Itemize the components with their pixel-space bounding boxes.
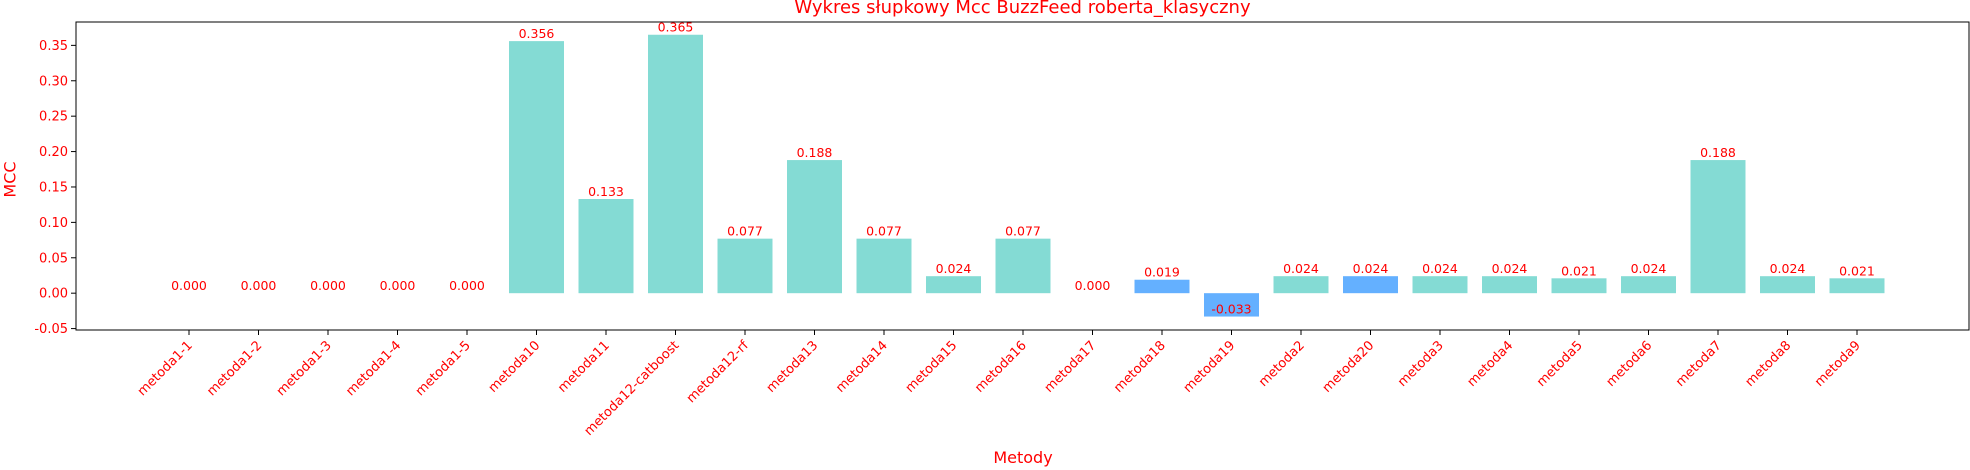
bar (1690, 160, 1746, 294)
y-tick-label: 0.30 (39, 74, 68, 89)
bar-value-label: 0.188 (797, 145, 833, 160)
x-tick-label: metoda18 (1111, 338, 1169, 396)
y-tick-label: 0.35 (39, 39, 68, 54)
bar-value-label: 0.000 (449, 278, 485, 293)
x-tick-label: metoda10 (486, 338, 544, 396)
x-tick-label: metoda3 (1395, 338, 1447, 390)
bar (717, 238, 773, 294)
x-tick-label: metoda12-rf (684, 338, 752, 406)
bar-value-label: 0.000 (171, 278, 207, 293)
bar (1134, 279, 1190, 294)
x-tick-label: metoda4 (1465, 338, 1517, 390)
bar-value-label: 0.024 (1631, 261, 1667, 276)
bar-value-label: 0.365 (658, 20, 694, 35)
bar (1204, 293, 1259, 317)
bar (926, 276, 981, 294)
bar (1621, 276, 1676, 294)
x-tick-label: metoda1-4 (343, 338, 404, 399)
bar-value-label: 0.356 (519, 26, 555, 41)
bar-value-label: 0.021 (1561, 263, 1597, 278)
chart-title: Wykres słupkowy Mcc BuzzFeed roberta_kla… (794, 0, 1251, 18)
x-tick-label: metoda16 (972, 338, 1030, 396)
x-axis-label: Metody (993, 448, 1053, 467)
y-tick-label: 0.05 (39, 251, 68, 266)
bar-value-label: 0.024 (1353, 261, 1389, 276)
x-tick-label: metoda7 (1673, 338, 1725, 390)
bar (1343, 276, 1398, 294)
bar (787, 160, 842, 294)
bar-value-label: 0.133 (588, 184, 624, 199)
x-tick-label: metoda1-1 (135, 338, 196, 399)
y-tick-label: -0.05 (34, 322, 68, 337)
bar-value-label: 0.000 (380, 278, 416, 293)
y-tick-label: 0.20 (39, 145, 68, 160)
x-tick-label: metoda2 (1256, 338, 1308, 390)
x-tick-label: metoda20 (1320, 338, 1378, 396)
bar-value-label: 0.000 (310, 278, 346, 293)
bar-value-label: 0.024 (1422, 261, 1458, 276)
y-tick-label: 0.15 (39, 180, 68, 195)
y-tick-label: 0.00 (39, 287, 68, 302)
x-tick-label: metoda17 (1042, 338, 1100, 396)
x-tick-label: metoda13 (764, 338, 822, 396)
x-tick-label: metoda1-2 (204, 338, 265, 399)
bar (856, 238, 912, 294)
bar (578, 199, 634, 294)
bar (1760, 276, 1815, 294)
bar (995, 238, 1051, 294)
bar-value-label: 0.019 (1144, 265, 1180, 280)
x-tick-label: metoda19 (1181, 338, 1239, 396)
bar (1412, 276, 1468, 294)
bar-value-label: 0.021 (1839, 263, 1875, 278)
bar-value-label: 0.077 (1005, 224, 1041, 239)
bar-value-label: 0.077 (727, 224, 763, 239)
x-tick-label: metoda1-5 (413, 338, 474, 399)
bar (1551, 278, 1607, 294)
bar (1273, 276, 1329, 294)
bar (1829, 278, 1885, 294)
bar-value-label: 0.024 (936, 261, 972, 276)
bar-value-label: 0.000 (241, 278, 277, 293)
x-tick-label: metoda5 (1534, 338, 1586, 390)
bar-value-label: -0.033 (1211, 302, 1251, 317)
x-tick-label: metoda15 (903, 338, 961, 396)
y-tick-label: 0.25 (39, 110, 68, 125)
bar-value-label: 0.024 (1492, 261, 1528, 276)
bar-value-label: 0.000 (1075, 278, 1111, 293)
x-tick-label: metoda14 (833, 338, 891, 396)
bar-value-label: 0.077 (866, 224, 902, 239)
x-tick-label: metoda9 (1812, 338, 1864, 390)
bar (1482, 276, 1537, 294)
x-tick-label: metoda1-3 (274, 338, 335, 399)
y-tick-label: 0.10 (39, 216, 68, 231)
bar-value-label: 0.024 (1283, 261, 1319, 276)
x-tick-label: metoda11 (555, 338, 613, 396)
x-tick-label: metoda8 (1743, 338, 1795, 390)
bar-value-label: 0.188 (1700, 145, 1736, 160)
bar-value-label: 0.024 (1770, 261, 1806, 276)
bar (509, 41, 564, 294)
bar (648, 34, 703, 294)
x-tick-label: metoda6 (1604, 338, 1656, 390)
